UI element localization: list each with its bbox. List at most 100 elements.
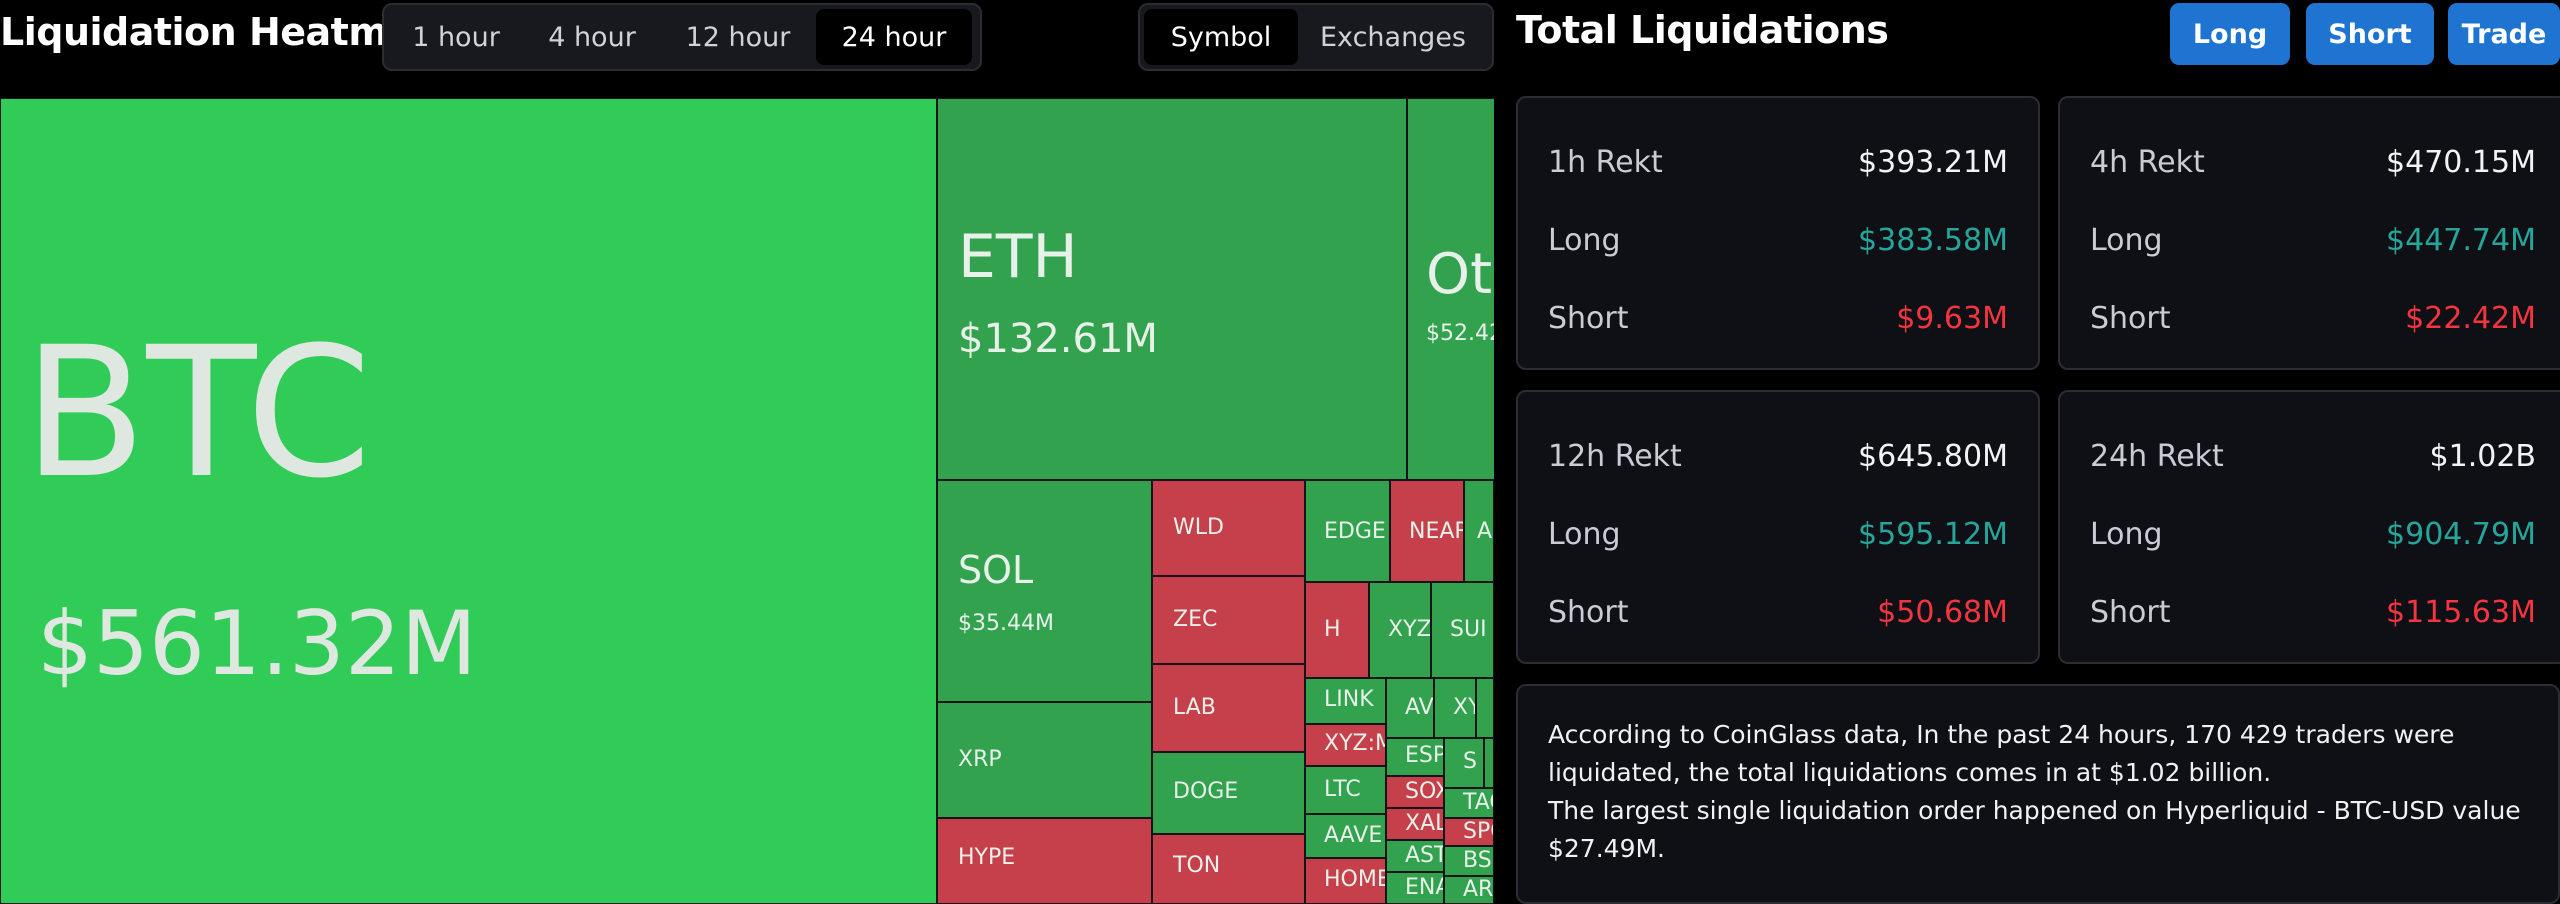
tile-aave[interactable]: AAVE (1305, 814, 1386, 858)
tile-xyz[interactable]: XYZ (1369, 582, 1431, 678)
tile-s[interactable]: S (1444, 738, 1484, 788)
summary-text-2: The largest single liquidation order hap… (1548, 796, 2521, 863)
liquidation-treemap: BTC $561.32M ETH $132.61M Oth $52.42 SOL… (0, 98, 1494, 904)
card-4h-total: $470.15M (2386, 144, 2536, 180)
tile-home[interactable]: HOME (1305, 858, 1386, 904)
tile-edge[interactable]: EDGE (1305, 480, 1390, 582)
card-4h-long-row: Long $447.74M (2090, 220, 2536, 260)
tile-wld[interactable]: WLD (1152, 480, 1305, 576)
card-4h-short-value: $22.42M (2405, 300, 2536, 336)
card-24h-rekt: 24h Rekt $1.02B Long $904.79M Short $115… (2058, 390, 2560, 664)
tile-btc-name: BTC (23, 309, 372, 518)
card-24h-short-value: $115.63M (2386, 594, 2536, 630)
tile-ena-name: ENA (1405, 875, 1443, 900)
card-4h-rekt: 4h Rekt $470.15M Long $447.74M Short $22… (2058, 96, 2560, 370)
tile-xrp[interactable]: XRP (937, 702, 1152, 818)
card-12h-total-row: 12h Rekt $645.80M (1548, 436, 2008, 476)
tile-h[interactable]: H (1305, 582, 1369, 678)
tile-sui[interactable]: SUI (1431, 582, 1494, 678)
card-12h-long-row: Long $595.12M (1548, 514, 2008, 554)
tile-link[interactable]: LINK (1305, 678, 1386, 724)
trade-button[interactable]: Trade (2448, 3, 2560, 65)
card-24h-label: 24h Rekt (2090, 438, 2224, 474)
tile-spc-name: SPC (1463, 819, 1493, 844)
tile-wld-name: WLD (1173, 515, 1224, 540)
card-1h-long-value: $383.58M (1858, 222, 2008, 258)
card-12h-short-row: Short $50.68M (1548, 592, 2008, 632)
tile-esp[interactable]: ESP (1386, 738, 1444, 776)
card-1h-label: 1h Rekt (1548, 144, 1663, 180)
tile-lab[interactable]: LAB (1152, 664, 1305, 752)
tile-sol[interactable]: SOL $35.44M (937, 480, 1152, 702)
card-12h-rekt: 12h Rekt $645.80M Long $595.12M Short $5… (1516, 390, 2040, 664)
tile-xyz-name: XYZ (1388, 617, 1431, 642)
card-1h-total-row: 1h Rekt $393.21M (1548, 142, 2008, 182)
tile-s-name: S (1463, 749, 1477, 774)
tile-sox-name: SOX (1405, 779, 1443, 804)
card-12h-long-label: Long (1548, 516, 1621, 552)
tile-xy-name: XY (1453, 695, 1475, 720)
view-symbol[interactable]: Symbol (1144, 9, 1298, 65)
card-24h-long-row: Long $904.79M (2090, 514, 2536, 554)
card-12h-short-value: $50.68M (1877, 594, 2008, 630)
card-1h-short-label: Short (1548, 300, 1629, 336)
tile-zec[interactable]: ZEC (1152, 576, 1305, 664)
tile-spc[interactable]: SPC (1444, 818, 1494, 846)
tile-ast[interactable]: AST (1386, 840, 1444, 872)
timeframe-12h[interactable]: 12 hour (685, 21, 791, 53)
timeframe-selector: 1 hour 4 hour 12 hour 24 hour (382, 3, 982, 71)
totals-title: Total Liquidations (1516, 8, 1889, 52)
tile-av-name: AV (1405, 695, 1434, 720)
tile-link-name: LINK (1324, 687, 1374, 712)
timeframe-4h[interactable]: 4 hour (548, 21, 636, 53)
tile-eth[interactable]: ETH $132.61M (937, 98, 1407, 480)
timeframe-1h[interactable]: 1 hour (412, 21, 500, 53)
tile-a[interactable]: A (1464, 480, 1494, 582)
tile-sox[interactable]: SOX (1386, 776, 1444, 808)
card-24h-long-value: $904.79M (2386, 516, 2536, 552)
tile-ar-name: AR (1463, 877, 1494, 902)
tile-tac-name: TAC (1463, 790, 1493, 815)
tile-tac[interactable]: TAC (1444, 788, 1494, 818)
short-button[interactable]: Short (2306, 3, 2434, 65)
liquidation-summary: According to CoinGlass data, In the past… (1516, 684, 2560, 904)
tile-xyzm[interactable]: XYZ:M (1305, 724, 1386, 766)
tile-xal[interactable]: XAL (1386, 808, 1444, 840)
card-1h-long-label: Long (1548, 222, 1621, 258)
view-selector: Symbol Exchanges (1138, 3, 1494, 71)
timeframe-24h[interactable]: 24 hour (816, 9, 972, 65)
tile-sol-value: $35.44M (958, 611, 1054, 636)
tile-av[interactable]: AV (1386, 678, 1434, 738)
tile-sol-name: SOL (958, 548, 1034, 592)
tile-zec-name: ZEC (1173, 607, 1218, 632)
tile-others[interactable]: Oth $52.42 (1407, 98, 1494, 480)
tile-btc[interactable]: BTC $561.32M (0, 98, 937, 904)
tile-ar[interactable]: AR (1444, 876, 1494, 904)
tile-near[interactable]: NEAR (1390, 480, 1464, 582)
card-4h-long-label: Long (2090, 222, 2163, 258)
card-4h-short-label: Short (2090, 300, 2171, 336)
card-1h-short-value: $9.63M (1896, 300, 2008, 336)
tile-others-name: Oth (1426, 242, 1494, 307)
tile-ltc[interactable]: LTC (1305, 766, 1386, 814)
card-12h-label: 12h Rekt (1548, 438, 1682, 474)
tile-bsb[interactable]: BSB (1444, 846, 1494, 876)
card-1h-rekt: 1h Rekt $393.21M Long $383.58M Short $9.… (1516, 96, 2040, 370)
tile-misc-1[interactable] (1476, 678, 1494, 738)
tile-eth-value: $132.61M (958, 316, 1158, 362)
tile-ena[interactable]: ENA (1386, 872, 1444, 904)
tile-ton[interactable]: TON (1152, 834, 1305, 904)
tile-doge-name: DOGE (1173, 779, 1239, 804)
totals-panel: Total Liquidations Long Short Trade 1h R… (1494, 0, 2560, 904)
card-12h-total: $645.80M (1858, 438, 2008, 474)
tile-doge[interactable]: DOGE (1152, 752, 1305, 834)
card-4h-total-row: 4h Rekt $470.15M (2090, 142, 2536, 182)
long-button[interactable]: Long (2170, 3, 2290, 65)
tile-xy[interactable]: XY (1434, 678, 1476, 738)
view-exchanges[interactable]: Exchanges (1320, 21, 1466, 53)
card-24h-long-label: Long (2090, 516, 2163, 552)
tile-home-name: HOME (1324, 867, 1386, 892)
tile-hype[interactable]: HYPE (937, 818, 1152, 904)
tile-misc-2[interactable] (1484, 738, 1494, 788)
card-24h-short-row: Short $115.63M (2090, 592, 2536, 632)
